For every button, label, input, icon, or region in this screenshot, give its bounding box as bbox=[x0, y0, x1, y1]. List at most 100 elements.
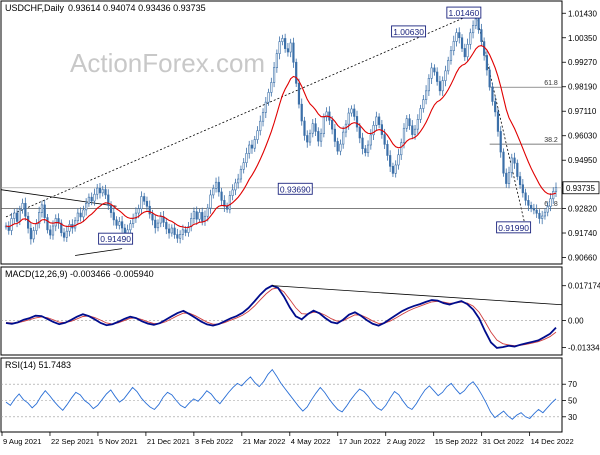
candle-body bbox=[107, 194, 110, 206]
rsi-tick-label: 70 bbox=[568, 380, 577, 389]
price-tick-label: 0.97110 bbox=[568, 107, 597, 116]
candle-body bbox=[361, 137, 364, 149]
candle-body bbox=[452, 41, 455, 51]
candle-body bbox=[51, 225, 55, 236]
candle-body bbox=[29, 227, 32, 240]
candle-body bbox=[463, 48, 466, 58]
candle-body bbox=[184, 229, 187, 233]
candle-body bbox=[256, 130, 259, 140]
candle-body bbox=[494, 101, 497, 113]
candle-body bbox=[438, 81, 442, 92]
rsi-tick-label: 50 bbox=[568, 397, 577, 406]
candle-body bbox=[339, 143, 342, 152]
date-tick-label: 22 Sep 2021 bbox=[51, 437, 94, 446]
date-tick-label: 2 Aug 2022 bbox=[387, 437, 425, 446]
date-tick-label: 3 Feb 2022 bbox=[195, 437, 233, 446]
candle-body bbox=[18, 209, 21, 222]
candle-body bbox=[231, 189, 234, 196]
price-tick-label: 0.96030 bbox=[568, 132, 597, 141]
candle-body bbox=[366, 144, 370, 154]
candle-body bbox=[513, 157, 516, 164]
date-tick-label: 14 Dec 2022 bbox=[531, 437, 574, 446]
candle-body bbox=[408, 118, 411, 127]
date-tick-label: 17 Jun 2022 bbox=[339, 437, 381, 446]
candle-body bbox=[32, 230, 35, 240]
macd-tick-label: -0.01334 bbox=[568, 344, 600, 353]
candle-body bbox=[73, 220, 77, 229]
candle-body bbox=[173, 227, 176, 235]
price-header-symbol: USDCHF,Daily bbox=[5, 3, 65, 13]
candle-body bbox=[76, 212, 79, 222]
candle-body bbox=[96, 187, 99, 195]
candle-body bbox=[314, 123, 317, 132]
candle-body bbox=[333, 128, 336, 142]
candle-body bbox=[170, 227, 173, 234]
candle-body bbox=[306, 135, 309, 143]
candle-body bbox=[104, 189, 107, 196]
candle-body bbox=[400, 142, 403, 156]
macd-header: MACD(12,26,9) -0.003466 -0.005940 bbox=[5, 269, 154, 279]
candle-body bbox=[198, 212, 201, 220]
candle-body bbox=[535, 209, 538, 214]
date-tick-label: 15 Sep 2022 bbox=[435, 437, 478, 446]
candle-body bbox=[267, 92, 270, 103]
candle-body bbox=[209, 194, 212, 209]
candle-body bbox=[532, 208, 535, 211]
candle-body bbox=[460, 37, 464, 49]
candle-body bbox=[422, 99, 425, 109]
candle-body bbox=[187, 226, 190, 233]
candle-body bbox=[98, 187, 102, 194]
candle-body bbox=[220, 191, 223, 201]
price-annotation-label: 0.91490 bbox=[100, 234, 131, 244]
candle-body bbox=[40, 204, 44, 213]
candle-body bbox=[109, 205, 113, 213]
price-tick-label: 0.91740 bbox=[568, 229, 597, 238]
candle-body bbox=[471, 25, 475, 34]
candle-body bbox=[179, 234, 182, 239]
candle-body bbox=[397, 154, 400, 166]
macd-trendline bbox=[272, 285, 563, 306]
candle-body bbox=[123, 227, 126, 234]
candle-body bbox=[237, 178, 240, 184]
candle-body bbox=[430, 67, 433, 79]
candle-body bbox=[35, 223, 38, 231]
candle-body bbox=[510, 157, 513, 173]
candle-body bbox=[331, 120, 334, 130]
candle-body bbox=[483, 41, 486, 56]
candle-body bbox=[295, 61, 298, 84]
candle-body bbox=[394, 164, 397, 174]
candle-body bbox=[90, 196, 93, 202]
candle-body bbox=[358, 126, 361, 139]
candle-body bbox=[38, 212, 41, 225]
candle-body bbox=[402, 127, 406, 144]
candle-body bbox=[206, 207, 209, 217]
candle-body bbox=[253, 139, 256, 149]
candle-body bbox=[234, 182, 237, 191]
candle-body bbox=[21, 203, 24, 210]
candle-body bbox=[261, 112, 265, 122]
candle-body bbox=[289, 42, 292, 53]
candle-body bbox=[167, 228, 171, 234]
candle-body bbox=[303, 120, 306, 136]
candle-body bbox=[43, 204, 46, 218]
candle-body bbox=[480, 29, 483, 42]
price-annotation-label: 1.01460 bbox=[448, 8, 479, 18]
rsi-line bbox=[5, 368, 557, 420]
candle-body bbox=[436, 71, 439, 82]
candle-body bbox=[85, 203, 88, 211]
watermark: ActionForex.com bbox=[70, 48, 265, 78]
candle-body bbox=[364, 148, 367, 154]
price-tick-label: 0.94950 bbox=[568, 156, 597, 165]
candle-body bbox=[322, 116, 325, 134]
rising-dotted-trendline bbox=[5, 12, 477, 218]
candle-body bbox=[278, 41, 281, 54]
price-header-ohlc: 0.93614 0.94074 0.93436 0.93735 bbox=[68, 3, 206, 13]
candle-body bbox=[449, 50, 453, 61]
candle-body bbox=[154, 219, 157, 229]
candle-body bbox=[151, 213, 154, 221]
candle-body bbox=[223, 200, 226, 207]
candle-body bbox=[474, 18, 477, 26]
candle-body bbox=[27, 215, 30, 229]
candle-body bbox=[226, 205, 229, 210]
